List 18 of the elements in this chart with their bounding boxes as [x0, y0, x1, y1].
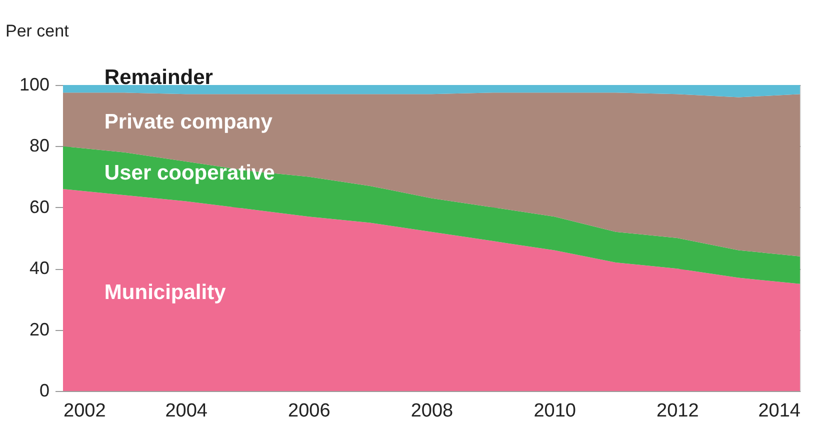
y-tick-label: 60	[29, 196, 50, 217]
series-label: Municipality	[104, 281, 226, 304]
series-label: User cooperative	[104, 162, 275, 185]
series-label: Private company	[104, 110, 273, 134]
x-tick-label: 2002	[64, 400, 106, 422]
series-label: Remainder	[104, 66, 213, 89]
x-tick-label: 2008	[410, 400, 454, 422]
y-tick-label: 20	[29, 319, 50, 340]
x-tick-label: 2004	[165, 400, 208, 422]
x-tick-label: 2006	[288, 400, 330, 422]
y-tick-label: 40	[29, 258, 50, 278]
x-tick-label: 2014	[758, 400, 801, 422]
y-tick-label: 0	[39, 380, 50, 400]
y-tick-label: 100	[19, 74, 50, 94]
x-tick-label: 2010	[534, 400, 576, 422]
y-axis-title: Per cent	[6, 22, 70, 40]
x-tick-label: 2012	[656, 400, 699, 422]
y-tick-label: 80	[29, 136, 50, 156]
